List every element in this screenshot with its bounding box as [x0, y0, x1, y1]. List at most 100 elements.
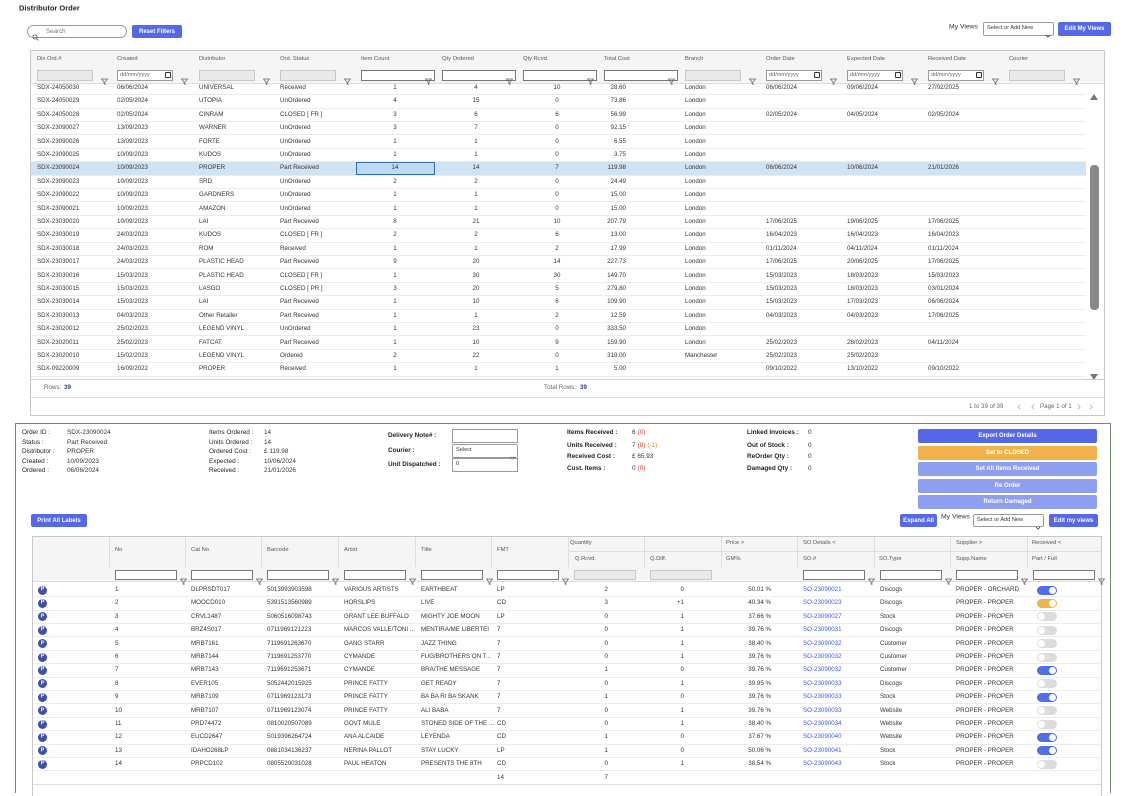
row-badge[interactable]	[38, 612, 47, 622]
cell: 319.00	[607, 351, 626, 359]
action-button[interactable]: Set All Items Received	[918, 462, 1097, 476]
filter-input[interactable]	[880, 570, 942, 580]
edit-views-button[interactable]: Edit My Views	[1058, 22, 1111, 36]
toggle[interactable]	[1037, 639, 1057, 649]
scroll-thumb[interactable]	[1090, 165, 1099, 310]
filter-icon[interactable]	[829, 72, 838, 86]
scroll-up[interactable]	[1089, 88, 1099, 100]
filter-icon[interactable]	[867, 572, 876, 585]
row-badge[interactable]	[38, 706, 47, 716]
select[interactable]	[973, 514, 1044, 527]
expand-all-button[interactable]: Expand All	[900, 514, 937, 527]
row-badge[interactable]	[38, 719, 47, 729]
filter-icon[interactable]	[944, 572, 953, 585]
action-button[interactable]: Export Order Details	[918, 429, 1097, 443]
filter-icon[interactable]	[331, 572, 340, 585]
filter-icon[interactable]	[408, 572, 417, 585]
toggle-knob	[1038, 720, 1045, 728]
filter-icon[interactable]	[255, 572, 264, 585]
toggle[interactable]	[1037, 679, 1057, 689]
row-badge[interactable]	[38, 692, 47, 702]
row-badge[interactable]	[38, 679, 47, 689]
filter-input[interactable]	[115, 570, 177, 580]
cell: London	[685, 311, 706, 319]
filter-icon[interactable]	[1020, 572, 1029, 585]
filter-icon[interactable]	[586, 72, 595, 86]
scroll-down[interactable]	[1089, 368, 1099, 380]
filter-input[interactable]	[344, 570, 406, 580]
row-badge[interactable]	[38, 665, 47, 675]
filter-input[interactable]	[523, 70, 597, 81]
toggle[interactable]	[1037, 665, 1057, 675]
row-badge[interactable]	[38, 732, 47, 742]
filter-icon[interactable]	[561, 572, 570, 585]
date-filter[interactable]	[117, 70, 173, 81]
filter-icon[interactable]	[343, 72, 352, 86]
toggle[interactable]	[1037, 692, 1057, 702]
toggle[interactable]	[1037, 585, 1057, 595]
action-button[interactable]: Set to CLOSED	[918, 446, 1097, 460]
toggle[interactable]	[1037, 625, 1057, 635]
print-labels-button[interactable]: Print All Labels	[31, 514, 87, 527]
filter-icon[interactable]	[505, 72, 514, 86]
filter-input[interactable]	[280, 70, 336, 81]
filter-input[interactable]	[267, 570, 329, 580]
filter-input[interactable]	[191, 570, 253, 580]
filter-icon[interactable]	[179, 572, 188, 585]
row-badge[interactable]	[38, 585, 47, 595]
filter-input[interactable]	[803, 570, 865, 580]
toggle[interactable]	[1037, 719, 1057, 729]
row-badge[interactable]	[38, 652, 47, 662]
filter-icon[interactable]	[485, 572, 494, 585]
filter-input[interactable]	[37, 70, 93, 81]
filter-icon[interactable]	[100, 72, 109, 86]
filter-icon[interactable]	[991, 72, 1000, 86]
filter-icon[interactable]	[910, 72, 919, 86]
search-input[interactable]	[27, 25, 127, 38]
filter-icon[interactable]	[1097, 572, 1106, 585]
filter-input[interactable]	[1009, 70, 1065, 81]
toggle[interactable]	[1037, 759, 1057, 769]
cell: BRA/THE MESSAGE	[421, 666, 481, 674]
toggle[interactable]	[1037, 598, 1057, 608]
action-button[interactable]: Re Order	[918, 479, 1097, 493]
row-badge[interactable]	[38, 625, 47, 635]
toggle[interactable]	[1037, 746, 1057, 756]
unit-dispatched-input[interactable]	[452, 458, 518, 472]
date-filter[interactable]	[928, 70, 984, 81]
select[interactable]	[452, 444, 518, 458]
edit-views-button[interactable]: Edit my views	[1049, 514, 1098, 527]
toggle[interactable]	[1037, 652, 1057, 662]
filter-input[interactable]	[442, 70, 516, 81]
reset-filters-button[interactable]: Reset Filters	[132, 25, 182, 38]
filter-icon[interactable]	[262, 72, 271, 86]
filter-input[interactable]	[604, 70, 678, 81]
filter-input[interactable]	[199, 70, 255, 81]
filter-input[interactable]	[1033, 570, 1095, 580]
filter-icon[interactable]	[667, 72, 676, 86]
filter-icon[interactable]	[180, 72, 189, 86]
filter-input[interactable]	[421, 570, 483, 580]
filter-icon[interactable]	[748, 72, 757, 86]
filter-input[interactable]	[650, 570, 712, 580]
cell: 5013993903598	[267, 585, 312, 593]
filter-input[interactable]	[574, 570, 636, 580]
row-badge[interactable]	[38, 746, 47, 756]
filter-input[interactable]	[361, 70, 435, 81]
date-filter[interactable]	[847, 70, 903, 81]
toggle[interactable]	[1037, 612, 1057, 622]
row-badge[interactable]	[38, 639, 47, 649]
row-badge[interactable]	[38, 759, 47, 769]
row-badge[interactable]	[38, 598, 47, 608]
filter-input[interactable]	[685, 70, 741, 81]
action-button[interactable]: Return Damaged	[918, 495, 1097, 509]
date-filter[interactable]	[766, 70, 822, 81]
filter-input[interactable]	[956, 570, 1018, 580]
delivery-note-input[interactable]	[452, 429, 518, 443]
select[interactable]	[983, 22, 1054, 36]
toggle[interactable]	[1037, 732, 1057, 742]
toggle[interactable]	[1037, 706, 1057, 716]
filter-icon[interactable]	[424, 72, 433, 86]
filter-icon[interactable]	[1072, 72, 1081, 86]
filter-input[interactable]	[497, 570, 559, 580]
